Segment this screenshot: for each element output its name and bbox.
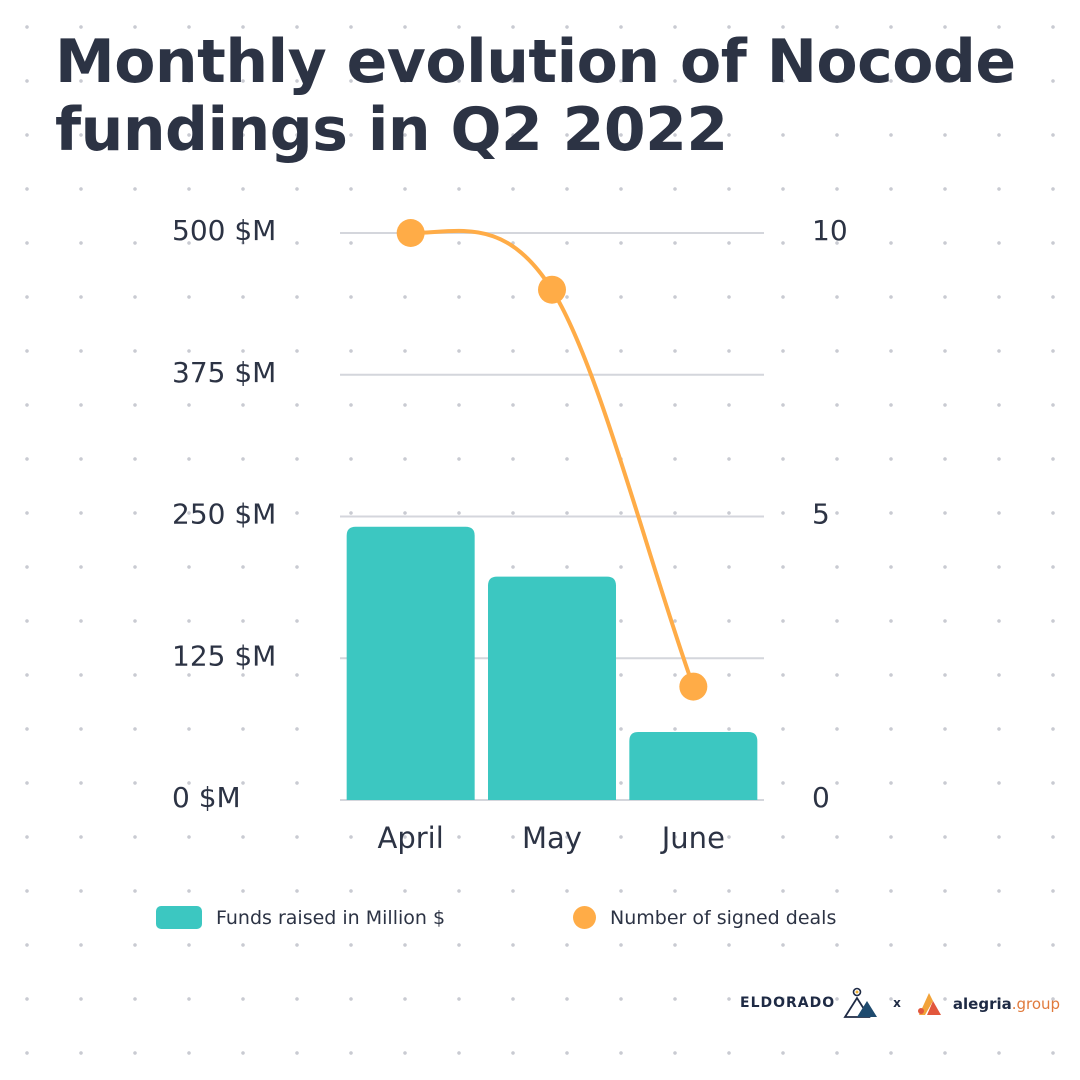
legend-item-deals: Number of signed deals (573, 906, 836, 929)
deals-line-path (410, 228, 696, 688)
eldorado-logo-text: ELDORADO (740, 995, 836, 1011)
eldorado-mountain-icon (843, 987, 878, 1018)
legend-swatch-bar (156, 906, 202, 929)
bar-april (346, 526, 475, 800)
alegria-wordmark: alegria.group (953, 994, 1060, 1013)
chart-title: Monthly evolution of Nocode fundings in … (55, 27, 1016, 165)
bar-june (629, 731, 758, 800)
x-tick-label: June (660, 821, 725, 855)
alegria-group-text: .group (1011, 994, 1061, 1013)
deals-line (396, 219, 708, 701)
y-right-tick-label: 0 (812, 781, 830, 814)
y-left-tick-label: 250 $M (172, 498, 276, 531)
deals-point-june (679, 672, 708, 701)
y-left-tick-label: 125 $M (172, 639, 276, 672)
legend-label-funds: Funds raised in Million $ (216, 906, 446, 929)
y-right-tick-label: 10 (812, 214, 848, 247)
x-tick-label: April (378, 821, 444, 855)
axis-labels: 0 $M 125 $M 250 $M 375 $M 500 $M 0 5 10 April May… (172, 214, 848, 855)
y-left-tick-label: 500 $M (172, 214, 276, 247)
y-left-tick-label: 0 $M (172, 781, 241, 814)
legend-item-funds: Funds raised in Million $ (156, 906, 445, 929)
alegria-logo-icon (917, 993, 941, 1015)
brand-footer: ELDORADO x alegria.group (740, 986, 1060, 1020)
y-right-tick-label: 5 (812, 498, 830, 531)
x-tick-label: May (522, 821, 582, 855)
legend-swatch-dot (573, 906, 596, 929)
y-left-tick-label: 375 $M (172, 356, 276, 389)
legend-label-deals: Number of signed deals (610, 906, 837, 929)
bar-may (488, 576, 616, 800)
deals-point-may (538, 275, 566, 304)
alegria-text: alegria (952, 994, 1012, 1013)
brand-separator: x (893, 996, 901, 1010)
deals-point-april (396, 219, 425, 247)
bars (346, 526, 758, 800)
